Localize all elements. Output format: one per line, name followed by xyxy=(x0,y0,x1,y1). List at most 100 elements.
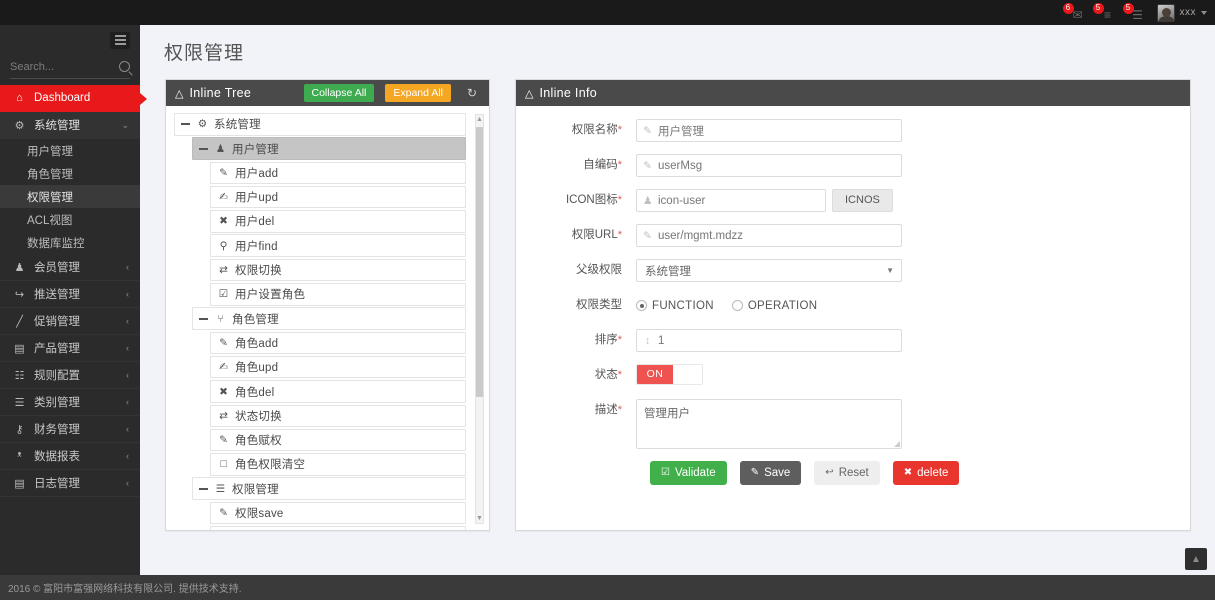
notification-badge: 5 xyxy=(1092,3,1104,14)
permission-name-input[interactable]: ✎ 用户管理 xyxy=(636,119,902,142)
tree-row[interactable]: ✎ 用户add xyxy=(210,161,466,185)
sliders-icon: ☷ xyxy=(14,369,25,382)
scroll-up-icon[interactable]: ▲ xyxy=(476,116,483,123)
sidebar-item-4[interactable]: ╱ 促销管理 ‹ xyxy=(0,308,140,335)
scroll-to-top-button[interactable]: ▲ xyxy=(1185,548,1207,570)
tree-row[interactable]: ⇄ 状态切换 xyxy=(210,404,466,428)
permission-name-value: 用户管理 xyxy=(658,125,704,138)
list-icon: ☰ xyxy=(215,482,226,495)
order-input[interactable]: ↕ 1 xyxy=(636,329,902,352)
refresh-icon[interactable]: ↻ xyxy=(461,83,483,103)
tree-row[interactable]: ✖权限del xyxy=(210,526,466,530)
tree-row[interactable]: ✍ 用户upd xyxy=(210,185,466,209)
sidebar-item-1[interactable]: ⚙ 系统管理 ⌄ xyxy=(0,112,140,139)
tree-row[interactable]: ✎ 角色赋权 xyxy=(210,428,466,452)
sidebar-subitem-0[interactable]: 用户管理 xyxy=(27,145,73,158)
tree-row[interactable]: □ 角色权限清空 xyxy=(210,453,466,476)
sidebar-item-0[interactable]: ⌂ Dashboard xyxy=(0,85,147,112)
status-toggle[interactable]: ON xyxy=(636,364,703,385)
tree-row[interactable]: ☰ 权限管理 xyxy=(192,477,466,500)
expand-all-button[interactable]: Expand All xyxy=(385,84,451,102)
chevron-icon: ‹ xyxy=(126,478,129,488)
search-input[interactable] xyxy=(10,60,110,73)
search-icon: ⚲ xyxy=(219,239,228,252)
tree-row[interactable]: ⑂ 角色管理 xyxy=(192,307,466,330)
sidebar-item-5[interactable]: ▤ 产品管理 ‹ xyxy=(0,335,140,362)
sidebar-item-9[interactable]: ᵜ 数据报表 ‹ xyxy=(0,443,140,470)
sidebar-item-2[interactable]: ♟ 会员管理 ‹ xyxy=(0,254,140,281)
save-button[interactable]: ✎ Save xyxy=(739,461,802,485)
sidebar-item-label: 会员管理 xyxy=(34,262,80,274)
radio-function[interactable]: FUNCTION xyxy=(636,300,714,312)
tree-row-list: ⚙ 系统管理 ♟ 用户管理 ✎ 用户add ✍ 用户upd ✖ 用户del ⚲ 用户find ⇄ 权限切换… xyxy=(174,113,466,530)
inline-info-title: Inline Info xyxy=(539,86,597,100)
reply-icon: ↩ xyxy=(825,467,834,478)
permission-url-input[interactable]: ✎ user/mgmt.mdzz xyxy=(636,224,902,247)
collapse-toggle-icon[interactable] xyxy=(199,147,208,150)
sidebar-item-6[interactable]: ☷ 规则配置 ‹ xyxy=(0,362,140,389)
tree-row[interactable]: ✖ 用户del xyxy=(210,210,466,233)
key-icon: ⚷ xyxy=(15,423,24,436)
tree-row[interactable]: ⚙ 系统管理 xyxy=(174,113,466,136)
description-textarea[interactable]: 管理用户 xyxy=(636,399,902,449)
sidebar-item-7[interactable]: ☰ 类别管理 ‹ xyxy=(0,389,140,416)
sidebar-item-10[interactable]: ▤ 日志管理 ‹ xyxy=(0,470,140,497)
avatar xyxy=(1156,3,1175,22)
tree-row-label: 系统管理 xyxy=(214,119,261,132)
delete-button[interactable]: ✖ delete xyxy=(892,461,960,485)
hamburger-icon[interactable] xyxy=(110,31,130,49)
validate-button[interactable]: ☑ Validate xyxy=(650,461,727,485)
sitemap-icon: △ xyxy=(525,87,534,100)
user-menu[interactable]: xxx xyxy=(1151,0,1215,25)
search-icon[interactable] xyxy=(119,61,130,72)
search-box[interactable] xyxy=(10,55,130,79)
sidebar-toggle-wrap xyxy=(0,25,140,55)
permission-code-input[interactable]: ✎ userMsg xyxy=(636,154,902,177)
tree-row-label: 角色权限清空 xyxy=(235,459,306,472)
tree-row[interactable]: ♟ 用户管理 xyxy=(192,137,466,160)
sort-icon[interactable]: ↕ xyxy=(644,334,651,347)
tree-row-label: 权限save xyxy=(235,508,284,520)
tree-scroll-thumb[interactable] xyxy=(476,127,483,397)
collapse-toggle-icon[interactable] xyxy=(181,123,190,126)
sidebar-subitem-4[interactable]: 数据库监控 xyxy=(27,237,85,250)
sidebar-item-8[interactable]: ⚷ 财务管理 ‹ xyxy=(0,416,140,443)
bar-chart-icon: ᵜ xyxy=(17,450,22,462)
notification-envelope-icon[interactable]: ✉ 6 xyxy=(1061,0,1091,25)
tree-row[interactable]: ☑ 用户设置角色 xyxy=(210,283,466,306)
collapse-all-button[interactable]: Collapse All xyxy=(303,84,375,102)
field-name-row: 权限名称* ✎ 用户管理 xyxy=(516,119,1190,142)
field-icon-row: ICON图标* ♟ icon-user ICNOS xyxy=(516,189,1190,212)
list-icon: ☰ xyxy=(14,396,25,409)
tree-row[interactable]: ✖ 角色del xyxy=(210,380,466,403)
notification-bell-icon[interactable]: ☰ 5 xyxy=(1121,0,1151,25)
tree-row[interactable]: ⇄ 权限切换 xyxy=(210,258,466,282)
collapse-toggle-icon[interactable] xyxy=(199,317,208,320)
icnos-button[interactable]: ICNOS xyxy=(832,189,893,212)
main-content: 权限管理 △ Inline Tree Collapse All Expand A… xyxy=(140,25,1215,575)
tree-row[interactable]: ✎ 权限save xyxy=(210,501,466,525)
tree-row[interactable]: ✍ 角色upd xyxy=(210,355,466,379)
tree-row[interactable]: ✎ 角色add xyxy=(210,331,466,355)
pencil-icon: ✎ xyxy=(643,124,652,137)
reset-button[interactable]: ↩ Reset xyxy=(814,461,880,485)
sidebar-subitem-3[interactable]: ACL视图 xyxy=(27,214,73,227)
permission-url-value: user/mgmt.mdzz xyxy=(658,229,743,242)
collapse-toggle-icon[interactable] xyxy=(199,487,208,490)
permission-icon-input[interactable]: ♟ icon-user xyxy=(636,189,826,212)
tree-row-label: 角色upd xyxy=(235,362,279,375)
sidebar-item-3[interactable]: ↪ 推送管理 ‹ xyxy=(0,281,140,308)
parent-permission-select[interactable]: 系统管理 ▼ xyxy=(636,259,902,282)
chevron-icon: ‹ xyxy=(126,262,129,272)
button-label: Validate xyxy=(674,467,716,479)
times-icon: ✖ xyxy=(219,385,228,398)
scroll-down-icon[interactable]: ▼ xyxy=(476,515,483,522)
radio-operation[interactable]: OPERATION xyxy=(731,300,818,312)
field-parent-row: 父级权限 系统管理 ▼ xyxy=(516,259,1190,282)
tree-scrollbar[interactable]: ▲ ▼ xyxy=(475,114,484,524)
sidebar-item-label: 财务管理 xyxy=(34,424,80,436)
tree-row[interactable]: ⚲ 用户find xyxy=(210,234,466,257)
sidebar-subitem-2[interactable]: 权限管理 xyxy=(0,185,140,208)
notification-tasks-icon[interactable]: ≡ 5 xyxy=(1091,0,1121,25)
sidebar-subitem-1[interactable]: 角色管理 xyxy=(27,168,73,181)
